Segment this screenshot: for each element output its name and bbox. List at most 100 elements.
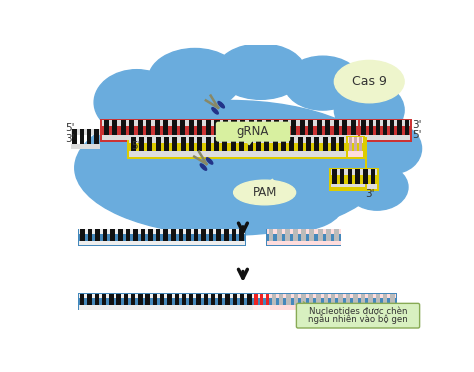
- Bar: [231, 137, 236, 151]
- Bar: [214, 137, 219, 151]
- Bar: [342, 120, 347, 135]
- Bar: [232, 230, 236, 241]
- Bar: [281, 137, 286, 151]
- Bar: [172, 120, 177, 135]
- Bar: [133, 230, 138, 241]
- Bar: [330, 169, 377, 175]
- Bar: [71, 144, 100, 150]
- Bar: [128, 135, 347, 158]
- Bar: [371, 169, 375, 184]
- Bar: [110, 230, 115, 241]
- Bar: [79, 241, 245, 245]
- Bar: [155, 120, 160, 135]
- Bar: [79, 294, 253, 298]
- Bar: [126, 230, 130, 241]
- Bar: [181, 137, 186, 151]
- Bar: [239, 137, 244, 151]
- Bar: [214, 137, 219, 151]
- Bar: [301, 294, 306, 305]
- Bar: [214, 120, 219, 135]
- Bar: [347, 151, 363, 157]
- Bar: [277, 230, 282, 241]
- Bar: [80, 294, 84, 305]
- Bar: [146, 120, 151, 135]
- Bar: [189, 120, 194, 135]
- Bar: [222, 137, 228, 151]
- Text: 3': 3': [65, 134, 75, 144]
- Bar: [316, 294, 320, 305]
- Bar: [339, 137, 344, 151]
- Bar: [131, 294, 135, 305]
- Bar: [189, 294, 193, 305]
- Bar: [338, 294, 343, 305]
- Bar: [197, 120, 202, 135]
- Bar: [137, 120, 143, 135]
- Bar: [139, 137, 144, 151]
- Bar: [318, 230, 323, 241]
- Ellipse shape: [200, 164, 207, 170]
- Bar: [148, 230, 153, 241]
- Bar: [383, 120, 387, 135]
- Ellipse shape: [216, 44, 305, 99]
- Bar: [346, 135, 365, 158]
- Bar: [79, 305, 253, 310]
- Bar: [231, 137, 236, 151]
- Polygon shape: [245, 140, 253, 145]
- Bar: [153, 294, 157, 305]
- Ellipse shape: [234, 180, 296, 205]
- Bar: [147, 137, 152, 151]
- Bar: [306, 137, 311, 151]
- Bar: [138, 294, 143, 305]
- Ellipse shape: [94, 70, 179, 135]
- Bar: [286, 294, 291, 305]
- Bar: [180, 120, 185, 135]
- Bar: [390, 120, 394, 135]
- Bar: [139, 137, 144, 151]
- Bar: [323, 137, 328, 151]
- Text: 5': 5': [65, 123, 75, 133]
- Bar: [289, 137, 294, 151]
- Bar: [346, 294, 350, 305]
- Bar: [298, 137, 302, 151]
- Bar: [317, 120, 322, 135]
- Bar: [120, 120, 126, 135]
- Bar: [189, 137, 194, 151]
- Bar: [314, 137, 319, 151]
- Bar: [117, 294, 121, 305]
- Bar: [358, 119, 412, 142]
- Bar: [334, 230, 339, 241]
- Bar: [298, 137, 302, 151]
- Bar: [334, 120, 339, 135]
- Bar: [266, 229, 341, 246]
- Bar: [291, 120, 296, 135]
- Bar: [354, 137, 357, 151]
- Bar: [112, 120, 117, 135]
- Bar: [326, 230, 331, 241]
- Bar: [375, 294, 380, 305]
- Bar: [198, 137, 202, 151]
- Bar: [300, 120, 305, 135]
- Text: PAM: PAM: [253, 186, 277, 199]
- Bar: [365, 137, 367, 189]
- Bar: [233, 294, 237, 305]
- Text: 5': 5': [131, 141, 141, 151]
- Bar: [73, 129, 77, 144]
- Bar: [279, 294, 283, 305]
- Bar: [248, 120, 254, 135]
- Ellipse shape: [125, 170, 195, 220]
- Bar: [181, 137, 186, 151]
- Bar: [359, 137, 362, 151]
- Bar: [78, 229, 246, 246]
- Bar: [104, 120, 109, 135]
- Bar: [285, 230, 290, 241]
- Bar: [253, 305, 270, 310]
- Bar: [103, 230, 108, 241]
- Bar: [267, 230, 341, 234]
- Bar: [253, 294, 270, 298]
- Bar: [270, 294, 396, 298]
- Bar: [356, 169, 360, 184]
- Bar: [363, 169, 368, 184]
- Bar: [198, 137, 202, 151]
- Bar: [204, 294, 208, 305]
- Bar: [239, 137, 244, 151]
